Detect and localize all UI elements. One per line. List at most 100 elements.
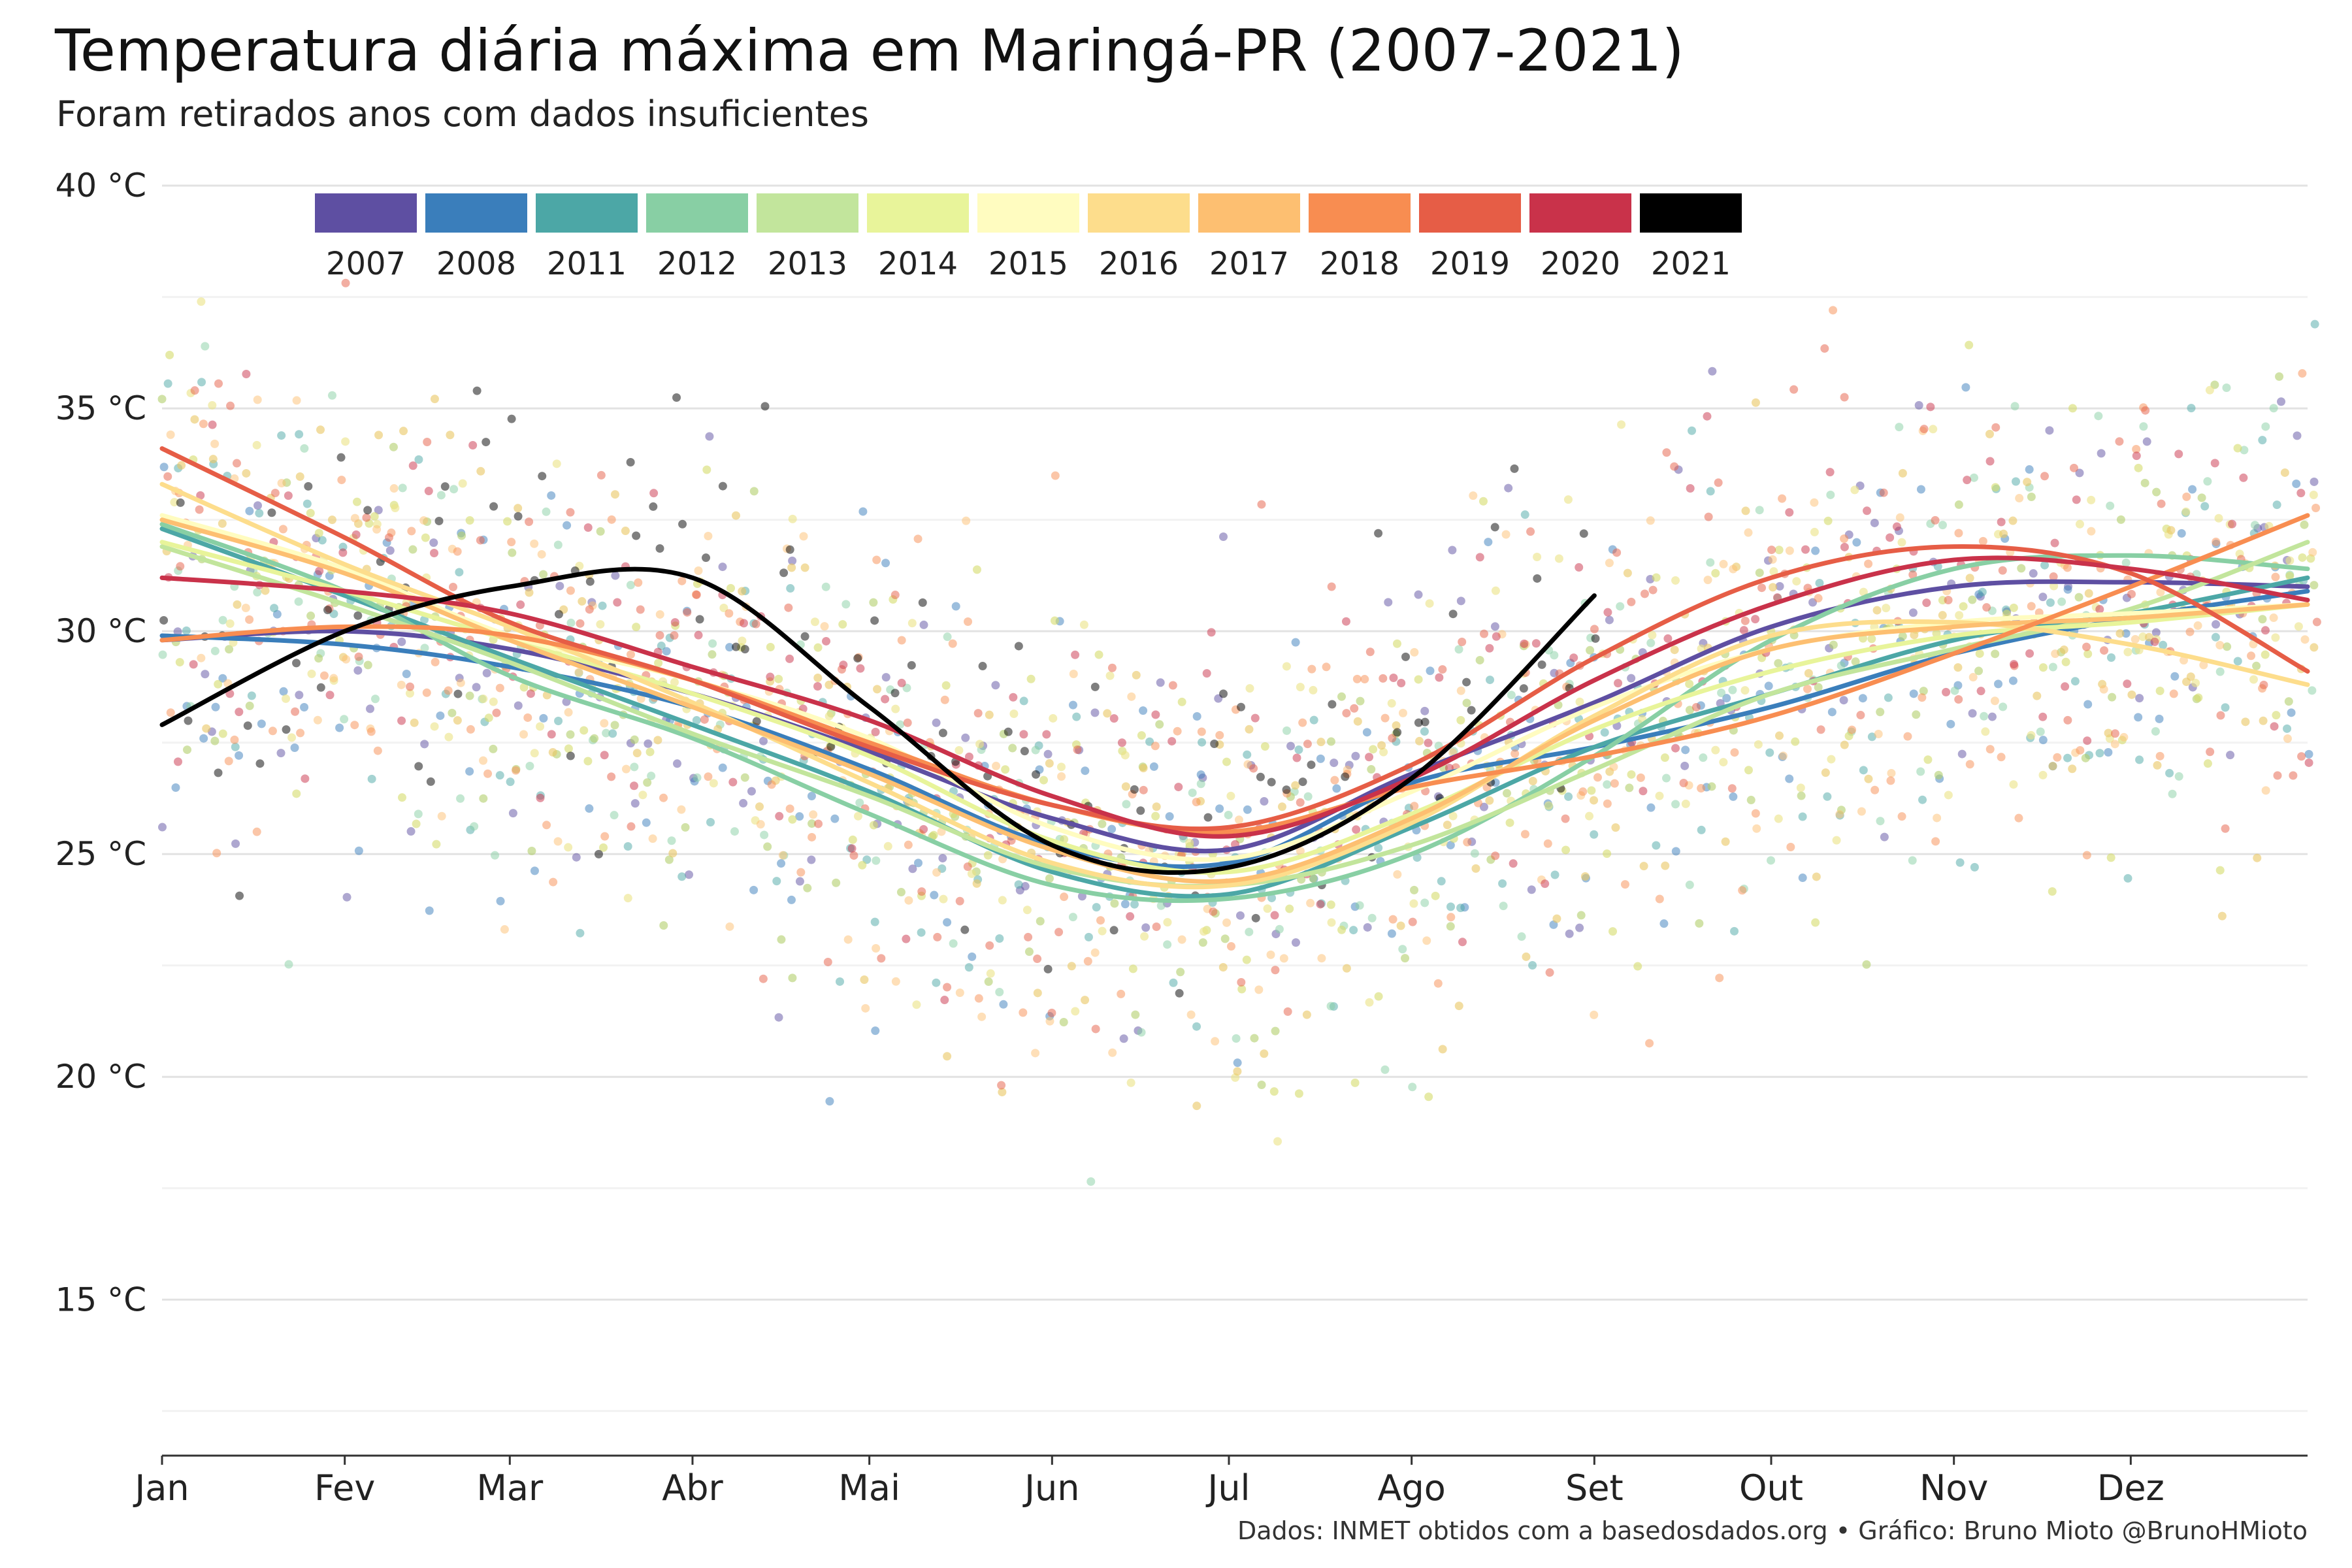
daily-point-2012 xyxy=(647,772,656,781)
daily-point-2007 xyxy=(385,546,395,555)
daily-point-2019 xyxy=(890,591,900,600)
daily-point-2007 xyxy=(157,823,167,832)
daily-point-2016 xyxy=(860,975,869,985)
daily-point-2013 xyxy=(1991,649,2000,659)
daily-point-2021 xyxy=(363,506,372,515)
daily-point-2019 xyxy=(1054,928,1064,937)
daily-point-2020 xyxy=(740,619,749,628)
daily-point-2017 xyxy=(2283,734,2292,743)
daily-point-2018 xyxy=(1978,536,1987,546)
daily-point-2020 xyxy=(1485,644,1494,653)
daily-point-2008 xyxy=(968,952,977,961)
daily-point-2017 xyxy=(1266,950,1275,959)
daily-point-2020 xyxy=(1639,787,1648,796)
daily-point-2012 xyxy=(1699,753,1708,762)
daily-point-2020 xyxy=(2150,637,2159,646)
daily-point-2012 xyxy=(340,715,349,724)
daily-point-2021 xyxy=(826,742,836,751)
daily-point-2012 xyxy=(1916,767,1925,776)
daily-point-2021 xyxy=(1043,964,1053,973)
daily-point-2008 xyxy=(1659,919,1669,928)
daily-point-2013 xyxy=(457,531,466,540)
daily-point-2021 xyxy=(800,632,809,641)
daily-point-2017 xyxy=(1296,847,1305,856)
daily-point-2007 xyxy=(1880,832,1889,841)
daily-point-2012 xyxy=(436,491,446,500)
daily-point-2016 xyxy=(1985,429,1994,438)
x-tick-label: Jun xyxy=(1022,1467,1079,1509)
daily-point-2016 xyxy=(476,466,485,476)
daily-point-2012 xyxy=(2261,422,2270,431)
daily-point-2020 xyxy=(1751,615,1760,624)
x-tick-label: Jul xyxy=(1205,1467,1250,1509)
daily-point-2007 xyxy=(1627,674,1636,683)
daily-point-2013 xyxy=(1934,770,1943,779)
daily-point-2019 xyxy=(2100,646,2109,655)
daily-point-2007 xyxy=(961,733,970,742)
daily-point-2012 xyxy=(1895,423,1904,432)
daily-point-2012 xyxy=(1156,901,1166,910)
daily-point-2007 xyxy=(1291,938,1300,947)
x-tick-label: Set xyxy=(1565,1467,1624,1509)
daily-point-2014 xyxy=(1627,770,1636,779)
daily-point-2017 xyxy=(648,834,657,843)
daily-point-2020 xyxy=(468,440,478,449)
daily-point-2013 xyxy=(1131,1010,1140,1019)
daily-point-2013 xyxy=(1968,595,1977,604)
daily-point-2008 xyxy=(718,763,727,772)
daily-point-2017 xyxy=(1501,530,1511,539)
daily-point-2018 xyxy=(1096,916,1105,925)
daily-point-2014 xyxy=(519,683,529,692)
daily-point-2020 xyxy=(1509,859,1518,868)
legend-swatch-2016 xyxy=(1088,193,1190,233)
daily-point-2013 xyxy=(363,661,372,670)
daily-point-2020 xyxy=(897,678,906,687)
daily-point-2016 xyxy=(202,724,211,733)
daily-point-2020 xyxy=(1126,912,1135,921)
trend-line-2020 xyxy=(159,555,2310,839)
daily-point-2016 xyxy=(621,527,630,536)
daily-point-2013 xyxy=(740,773,749,782)
daily-point-2020 xyxy=(1492,632,1501,641)
daily-point-2007 xyxy=(774,1013,783,1022)
daily-point-2013 xyxy=(763,842,772,851)
daily-point-2013 xyxy=(2081,753,2090,762)
daily-point-2011 xyxy=(231,742,240,751)
daily-point-2019 xyxy=(759,974,768,983)
daily-point-2015 xyxy=(2285,556,2295,565)
daily-point-2018 xyxy=(224,757,233,766)
daily-point-2018 xyxy=(897,636,906,645)
daily-point-2014 xyxy=(848,835,857,844)
daily-point-2015 xyxy=(1544,801,1553,810)
daily-point-2021 xyxy=(554,610,563,619)
daily-point-2011 xyxy=(1374,843,1383,853)
daily-point-2012 xyxy=(630,762,639,772)
daily-point-2013 xyxy=(832,878,841,887)
daily-point-2020 xyxy=(856,664,865,673)
daily-point-2020 xyxy=(1042,730,1051,739)
chart-title: Temperatura diária máxima em Maringá-PR … xyxy=(55,17,1684,84)
daily-point-2020 xyxy=(536,793,545,802)
daily-point-2012 xyxy=(1767,856,1776,865)
daily-point-2007 xyxy=(1839,696,1848,705)
daily-point-2013 xyxy=(314,654,323,663)
daily-point-2016 xyxy=(2023,478,2032,487)
daily-point-2013 xyxy=(681,823,690,832)
daily-point-2019 xyxy=(1944,596,1953,605)
daily-point-2014 xyxy=(1242,955,1251,964)
daily-point-2013 xyxy=(1774,659,1783,668)
daily-point-2013 xyxy=(508,548,517,557)
daily-point-2015 xyxy=(1575,697,1584,706)
daily-point-2014 xyxy=(2155,687,2164,696)
daily-point-2019 xyxy=(1388,734,1397,743)
daily-point-2015 xyxy=(2087,495,2096,504)
daily-point-2008 xyxy=(1764,681,1773,691)
daily-point-2020 xyxy=(919,825,928,834)
daily-point-2021 xyxy=(1467,706,1476,715)
legend-label-2017: 2017 xyxy=(1209,246,1289,282)
daily-point-2019 xyxy=(1789,385,1799,394)
daily-point-2016 xyxy=(2144,632,2153,642)
daily-point-2016 xyxy=(787,563,796,572)
daily-point-2012 xyxy=(2203,477,2212,486)
daily-point-2007 xyxy=(397,637,406,646)
